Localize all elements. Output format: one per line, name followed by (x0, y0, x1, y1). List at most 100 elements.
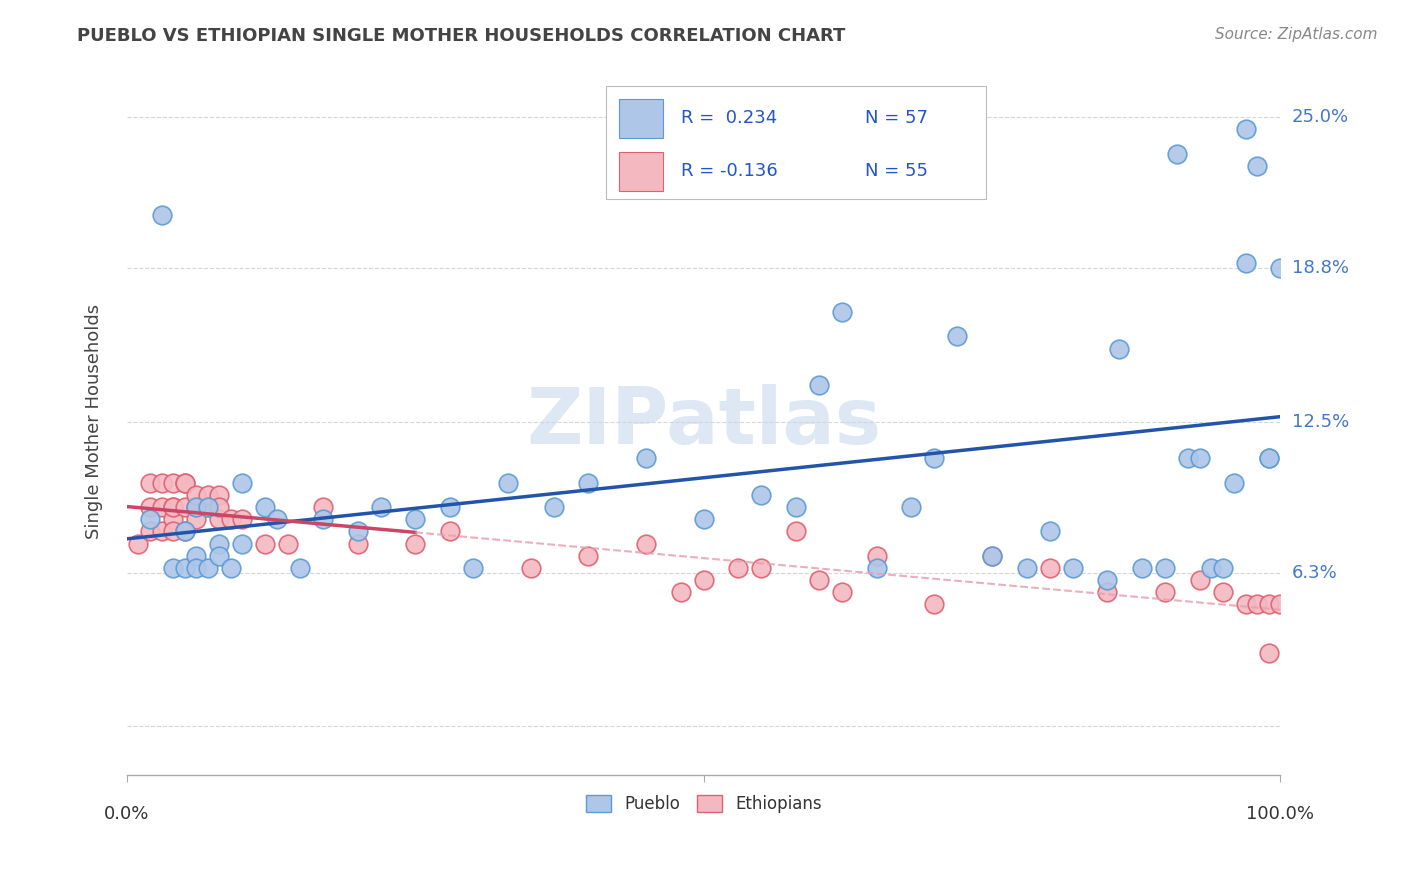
Point (346, 536, 368, 550)
Point (162, 500, 184, 514)
Point (924, 598, 946, 612)
Point (184, 549, 207, 563)
Legend: Pueblo, Ethiopians: Pueblo, Ethiopians (579, 788, 828, 820)
Point (312, 512, 335, 526)
Point (346, 524, 368, 539)
Point (173, 475, 195, 490)
Point (150, 475, 173, 490)
Point (1212, 585, 1234, 599)
Point (197, 500, 219, 514)
Point (1166, 146, 1188, 161)
Text: ZIPatlas: ZIPatlas (526, 384, 882, 459)
Point (1108, 342, 1130, 356)
Point (831, 305, 853, 319)
Point (1062, 561, 1084, 575)
Point (277, 536, 299, 550)
Point (785, 500, 807, 514)
Point (900, 500, 922, 514)
Text: 0.0%: 0.0% (104, 805, 149, 823)
Point (162, 475, 184, 490)
Point (751, 561, 773, 575)
Point (1234, 598, 1257, 612)
Point (751, 488, 773, 502)
Point (197, 500, 219, 514)
Point (519, 561, 541, 575)
Bar (620, 152, 664, 191)
Point (1270, 598, 1292, 612)
Point (197, 488, 219, 502)
Point (727, 561, 749, 575)
Point (139, 524, 162, 539)
Point (1177, 451, 1199, 466)
Point (173, 475, 195, 490)
Point (1097, 573, 1119, 587)
Text: 6.3%: 6.3% (1292, 564, 1337, 582)
Point (173, 524, 195, 539)
Point (692, 573, 714, 587)
Point (173, 561, 195, 575)
Point (1097, 585, 1119, 599)
Point (831, 585, 853, 599)
Point (1223, 475, 1246, 490)
Point (139, 500, 162, 514)
Point (288, 561, 311, 575)
Text: 18.8%: 18.8% (1292, 260, 1348, 277)
Point (312, 500, 335, 514)
Point (139, 512, 162, 526)
Point (1199, 561, 1222, 575)
Point (1258, 646, 1281, 660)
Point (1130, 561, 1153, 575)
Point (219, 561, 242, 575)
Point (1234, 122, 1257, 136)
Point (404, 512, 426, 526)
Point (231, 536, 253, 550)
Point (1258, 451, 1281, 466)
Point (231, 512, 253, 526)
Point (208, 512, 231, 526)
Point (634, 536, 657, 550)
Text: 12.5%: 12.5% (1292, 413, 1348, 431)
Point (576, 475, 599, 490)
Point (208, 500, 231, 514)
Point (173, 524, 195, 539)
Point (461, 561, 484, 575)
Point (1212, 561, 1234, 575)
Point (576, 549, 599, 563)
Point (1188, 573, 1211, 587)
Point (197, 561, 219, 575)
Point (1258, 451, 1281, 466)
Point (184, 500, 207, 514)
Point (1188, 451, 1211, 466)
Point (692, 512, 714, 526)
Point (866, 549, 889, 563)
Text: PUEBLO VS ETHIOPIAN SINGLE MOTHER HOUSEHOLDS CORRELATION CHART: PUEBLO VS ETHIOPIAN SINGLE MOTHER HOUSEH… (77, 27, 845, 45)
Point (162, 561, 184, 575)
Point (208, 488, 231, 502)
Point (184, 512, 207, 526)
Point (1015, 561, 1038, 575)
Point (1234, 256, 1257, 270)
Point (1154, 561, 1177, 575)
Point (634, 451, 657, 466)
Point (254, 536, 277, 550)
Point (1246, 159, 1268, 173)
Text: R =  0.234: R = 0.234 (681, 109, 778, 127)
Point (173, 500, 195, 514)
Point (184, 500, 207, 514)
Point (162, 512, 184, 526)
Point (1246, 598, 1268, 612)
Point (139, 475, 162, 490)
Text: 100.0%: 100.0% (1247, 805, 1315, 823)
Point (150, 208, 173, 222)
Point (439, 524, 461, 539)
Text: 25.0%: 25.0% (1292, 108, 1348, 127)
Point (1154, 585, 1177, 599)
Point (808, 573, 831, 587)
Text: R = -0.136: R = -0.136 (681, 162, 778, 180)
Point (1258, 598, 1281, 612)
Point (543, 500, 565, 514)
Point (439, 500, 461, 514)
Text: Source: ZipAtlas.com: Source: ZipAtlas.com (1215, 27, 1378, 42)
Text: N = 57: N = 57 (865, 109, 928, 127)
Point (866, 561, 889, 575)
